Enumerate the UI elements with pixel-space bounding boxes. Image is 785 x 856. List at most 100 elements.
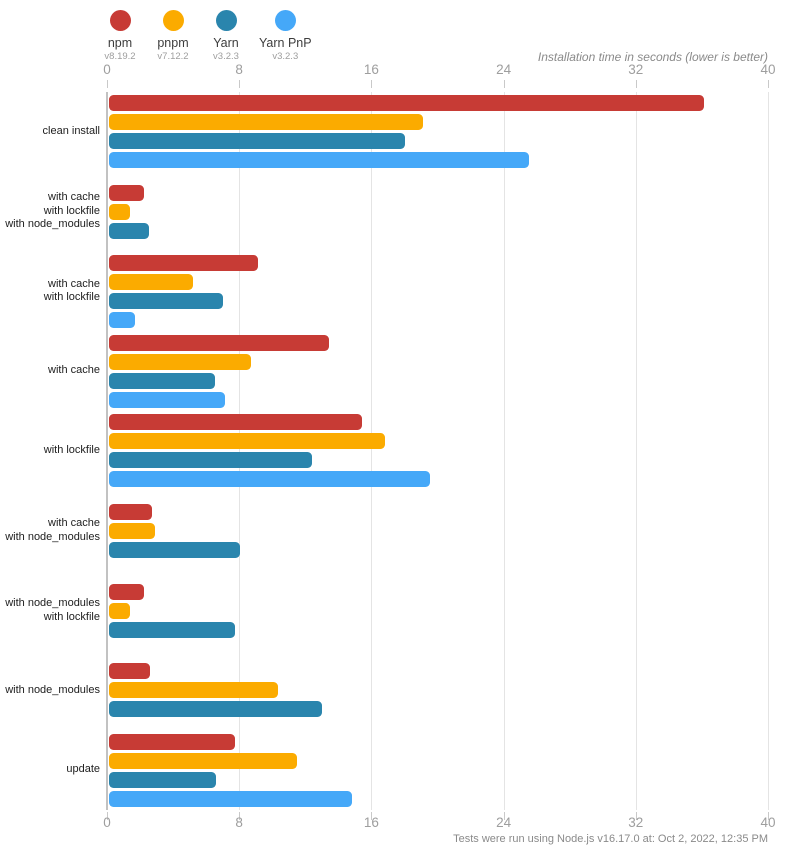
bar-pnpm[interactable]	[109, 682, 278, 699]
gridline	[503, 92, 505, 810]
axis-label-bottom: 24	[496, 815, 512, 830]
axis-label-bottom: 40	[760, 815, 776, 830]
legend-version: v7.12.2	[157, 51, 189, 62]
bar-npm[interactable]	[109, 254, 258, 271]
tick-bottom	[371, 812, 373, 820]
legend-color-dot-icon	[274, 10, 296, 31]
tick-bottom	[635, 812, 637, 820]
legend-color-dot-icon	[162, 10, 184, 31]
category-label: clean install	[42, 125, 100, 138]
bar-yarn[interactable]	[109, 771, 217, 788]
bar-npm[interactable]	[109, 583, 144, 600]
bar-yarn-pnp[interactable]	[109, 471, 430, 488]
axis-label-bottom: 0	[103, 815, 111, 830]
category-label: with node_modules with lockfile	[5, 597, 100, 623]
axis-label-bottom: 8	[235, 815, 243, 830]
tick-top	[635, 80, 637, 88]
axis-label-bottom: 16	[363, 815, 379, 830]
legend-item-yarn-pnp[interactable]: Yarn PnP v3.2.3	[259, 10, 312, 63]
category-label: with cache with lockfile with node_modul…	[5, 191, 100, 231]
bar-group	[107, 571, 768, 651]
chart-legend: npm v8.19.2 pnpm v7.12.2 Yarn v3.2.3 Yarn PnP v…	[100, 10, 312, 63]
legend-name: pnpm	[157, 36, 189, 50]
gridline	[371, 92, 373, 810]
gridline	[239, 92, 241, 810]
legend-color-dot-icon	[109, 10, 131, 31]
bar-pnpm[interactable]	[109, 522, 156, 539]
tick-bottom	[768, 812, 769, 820]
bar-npm[interactable]	[109, 414, 362, 431]
bar-npm[interactable]	[109, 503, 152, 520]
bar-yarn[interactable]	[109, 372, 215, 389]
axis-label-top: 40	[760, 62, 776, 77]
gridline	[768, 92, 769, 810]
axis-label-top: 16	[363, 62, 379, 77]
legend-name: Yarn	[213, 36, 239, 50]
axis-label-top: 24	[496, 62, 512, 77]
category-label: with lockfile	[43, 444, 100, 457]
legend-name: Yarn PnP	[259, 36, 312, 50]
category-label: with cache	[48, 364, 100, 377]
bar-group	[107, 172, 768, 252]
legend-version: v8.19.2	[104, 51, 136, 62]
bar-yarn-pnp[interactable]	[109, 790, 352, 807]
legend-color-dot-icon	[215, 10, 237, 31]
tick-bottom	[503, 812, 505, 820]
category-label: with node_modules	[5, 683, 100, 696]
axis-label-bottom: 32	[628, 815, 644, 830]
bar-yarn[interactable]	[109, 452, 313, 469]
bar-npm[interactable]	[109, 184, 144, 201]
axis-label-top: 8	[235, 62, 243, 77]
bar-yarn[interactable]	[109, 133, 405, 150]
bar-npm[interactable]	[109, 95, 704, 112]
bar-yarn[interactable]	[109, 292, 224, 309]
tick-top	[768, 80, 769, 88]
legend-item-yarn[interactable]: Yarn v3.2.3	[206, 10, 246, 63]
tick-top	[107, 80, 108, 88]
category-label: with cache with node_modules	[5, 517, 100, 543]
bar-pnpm[interactable]	[109, 353, 252, 370]
bar-npm[interactable]	[109, 663, 151, 680]
axis-label-top: 0	[103, 62, 111, 77]
bar-group	[107, 730, 768, 810]
bar-yarn-pnp[interactable]	[109, 152, 529, 169]
footer-note: Tests were run using Node.js v16.17.0 at…	[453, 833, 768, 845]
tick-top	[503, 80, 505, 88]
legend-item-npm[interactable]: npm v8.19.2	[100, 10, 140, 63]
bar-group	[107, 411, 768, 491]
bar-pnpm[interactable]	[109, 602, 131, 619]
bar-group	[107, 491, 768, 571]
bar-group	[107, 92, 768, 172]
bar-yarn-pnp[interactable]	[109, 391, 225, 408]
bar-pnpm[interactable]	[109, 114, 423, 131]
tick-bottom	[239, 812, 241, 820]
category-label: update	[66, 763, 100, 776]
legend-version: v3.2.3	[213, 51, 239, 62]
category-label: with cache with lockfile	[43, 277, 100, 304]
legend-item-pnpm[interactable]: pnpm v7.12.2	[153, 10, 193, 63]
bar-pnpm[interactable]	[109, 752, 298, 769]
gridline	[635, 92, 637, 810]
bar-yarn[interactable]	[109, 621, 235, 638]
bar-group	[107, 252, 768, 332]
bar-pnpm[interactable]	[109, 273, 194, 290]
bar-pnpm[interactable]	[109, 433, 385, 450]
bar-yarn-pnp[interactable]	[109, 311, 136, 328]
legend-version: v3.2.3	[272, 51, 299, 62]
bar-yarn[interactable]	[109, 541, 240, 558]
bar-npm[interactable]	[109, 334, 329, 351]
axis-baseline	[106, 92, 108, 810]
bar-yarn[interactable]	[109, 701, 323, 718]
bar-pnpm[interactable]	[109, 203, 131, 220]
legend-name: npm	[107, 36, 133, 50]
bar-npm[interactable]	[109, 733, 235, 750]
axis-title: Installation time in seconds (lower is b…	[537, 50, 768, 64]
plot-area	[106, 92, 769, 810]
bar-group	[107, 650, 768, 730]
bar-group	[107, 331, 768, 411]
tick-top	[239, 80, 241, 88]
tick-top	[371, 80, 373, 88]
axis-label-top: 32	[628, 62, 644, 77]
bar-yarn[interactable]	[109, 222, 149, 239]
